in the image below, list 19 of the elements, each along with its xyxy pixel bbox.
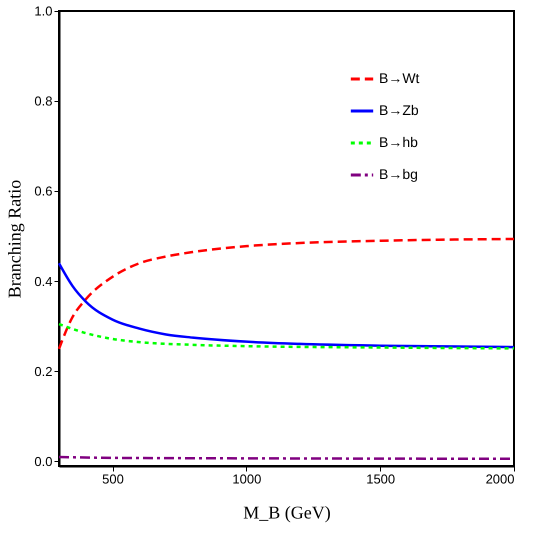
line-series [58,238,516,350]
legend-label: B→bg [379,166,418,182]
y-tick-label: 1.0 [34,4,52,18]
legend-label: B→Wt [379,70,420,86]
y-tick-label: 0.2 [34,364,52,379]
x-tick-label: 1500 [366,472,396,486]
y-axis-title: Branching Ratio [4,180,24,298]
y-tick-label: 0.8 [34,94,52,109]
x-tick-label: 2000 [486,472,514,486]
x-tick-label: 500 [102,472,124,486]
x-axis-title: M_B (GeV) [243,502,331,522]
y-tick-label: 0.4 [34,274,52,289]
y-tick-label: 0.6 [34,184,52,199]
x-tick-label: 1000 [232,472,262,486]
legend-label: B→hb [379,134,418,150]
line-series [58,262,516,348]
legend-label: B→Zb [379,102,419,118]
y-tick-label: 0.0 [34,454,52,469]
line-series [58,322,516,350]
